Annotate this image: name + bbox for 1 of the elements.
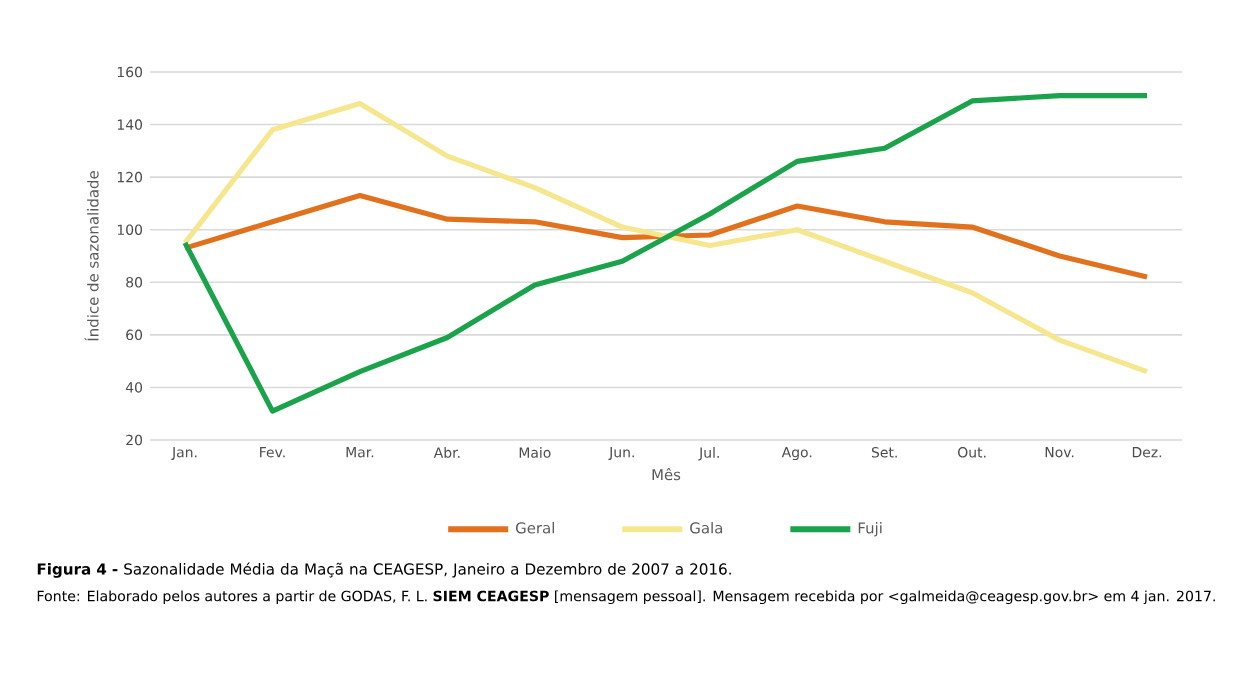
line-series (182, 192, 1150, 280)
